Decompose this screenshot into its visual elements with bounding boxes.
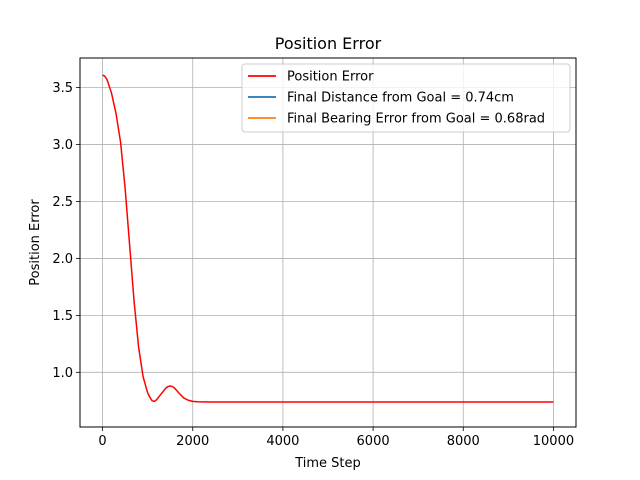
y-tick-label: 1.0 (52, 366, 73, 381)
x-tick-label: 6000 (357, 434, 390, 449)
x-tick-label: 2000 (176, 434, 209, 449)
tick-layer: 0 2000 4000 6000 8000 10000 1.0 1.5 2.0 2.5 3.0 3.5 (52, 81, 574, 449)
y-tick-label: 3.5 (52, 81, 73, 96)
y-tick-label: 2.5 (52, 195, 73, 210)
x-tick-label: 0 (98, 434, 106, 449)
axes-frame (79, 57, 577, 428)
legend-entry-label: Final Bearing Error from Goal = 0.68rad (287, 112, 545, 127)
y-tick-label: 2.0 (52, 252, 73, 267)
y-tick-label: 1.5 (52, 309, 73, 324)
legend-box (241, 63, 571, 133)
legend-entry-label: Position Error (287, 70, 374, 85)
series-layer (102, 74, 554, 403)
y-tick-label: 3.0 (52, 138, 73, 153)
x-tick-label: 10000 (533, 434, 574, 449)
legend: Position Error Final Distance from Goal =… (241, 63, 571, 133)
x-tick-label: 4000 (266, 434, 299, 449)
chart-title: Position Error (275, 34, 382, 53)
x-axis-label: Time Step (294, 456, 361, 471)
x-tick-label: 8000 (447, 434, 480, 449)
series-line-position-error (102, 74, 554, 403)
y-axis-label: Position Error (28, 199, 43, 286)
legend-entry-label: Final Distance from Goal = 0.74cm (287, 91, 514, 106)
